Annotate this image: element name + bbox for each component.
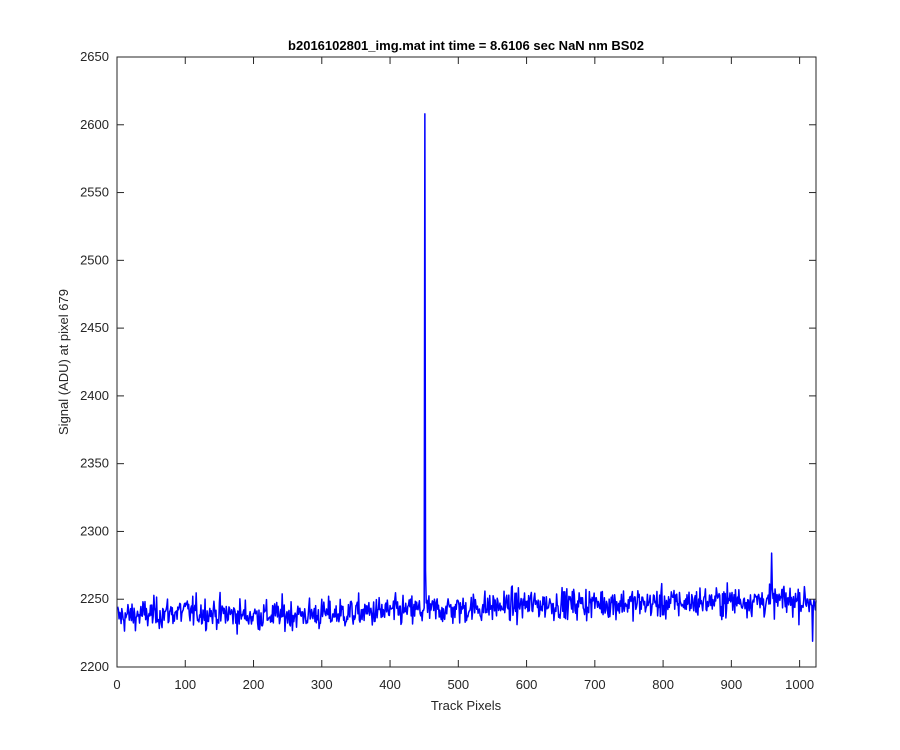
y-tick-label: 2200 — [80, 659, 109, 674]
x-tick-label: 1000 — [785, 677, 814, 692]
y-tick-label: 2500 — [80, 252, 109, 267]
y-tick-label: 2400 — [80, 388, 109, 403]
series-group — [116, 113, 817, 642]
plot-area — [117, 57, 816, 667]
x-tick-label: 200 — [243, 677, 265, 692]
y-tick-label: 2550 — [80, 185, 109, 200]
x-tick-label: 900 — [721, 677, 743, 692]
x-axis-label: Track Pixels — [431, 698, 502, 713]
y-tick-label: 2600 — [80, 117, 109, 132]
x-tick-label: 800 — [652, 677, 674, 692]
y-tick-label: 2300 — [80, 523, 109, 538]
x-tick-label: 700 — [584, 677, 606, 692]
x-tick-label: 500 — [447, 677, 469, 692]
y-axis-label: Signal (ADU) at pixel 679 — [56, 289, 71, 435]
x-tick-label: 300 — [311, 677, 333, 692]
chart-title: b2016102801_img.mat int time = 8.6106 se… — [288, 38, 644, 53]
y-tick-label: 2450 — [80, 320, 109, 335]
x-tick-label: 600 — [516, 677, 538, 692]
x-tick-label: 100 — [174, 677, 196, 692]
series-line-0 — [116, 113, 817, 642]
x-tick-label: 400 — [379, 677, 401, 692]
x-tick-label: 0 — [113, 677, 120, 692]
x-axis-ticks: 0 100 200 300 400 500 600 700 800 900 1000 — [113, 57, 814, 692]
axes — [116, 56, 817, 668]
y-tick-label: 2650 — [80, 49, 109, 64]
y-axis-ticks: 2200 2250 2300 2350 2400 2450 2500 2550 2600 2650 — [80, 49, 816, 674]
y-tick-label: 2350 — [80, 456, 109, 471]
y-tick-label: 2250 — [80, 591, 109, 606]
axes-box — [116, 56, 817, 668]
